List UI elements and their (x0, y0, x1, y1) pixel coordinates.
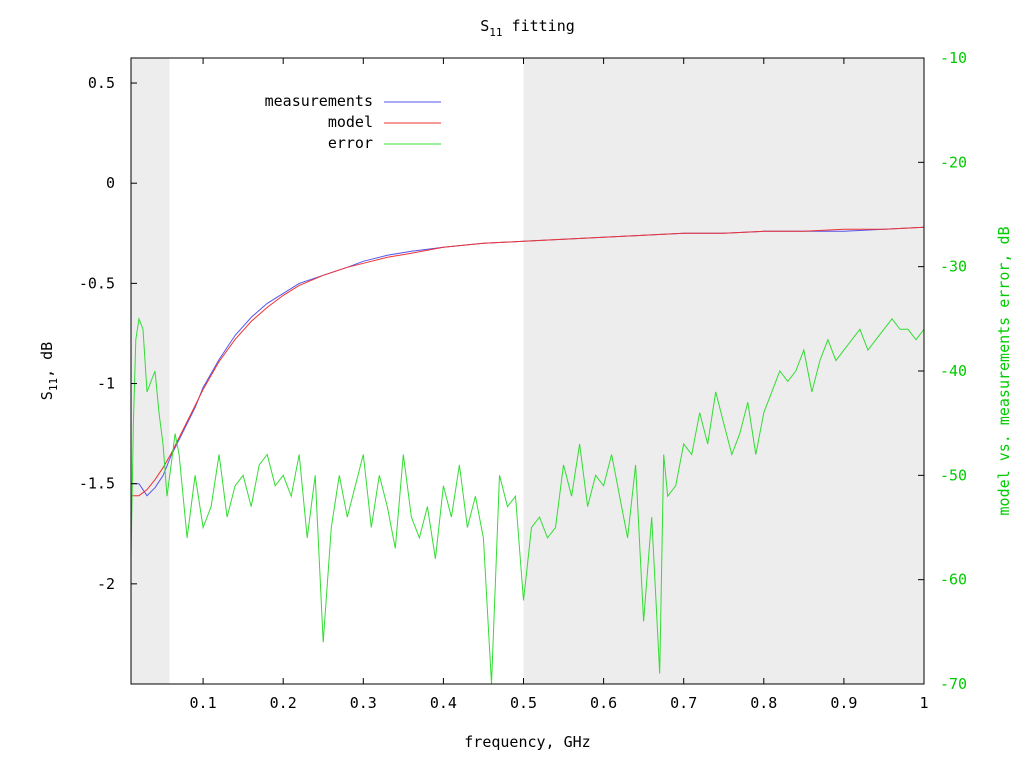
y2-tick-label: -40 (940, 362, 967, 380)
shaded-regions (131, 58, 924, 684)
legend-label-model: model (328, 113, 373, 131)
legend-label-measurements: measurements (265, 92, 373, 110)
y-tick-label: -1 (97, 375, 115, 393)
y-tick-label: -1.5 (79, 475, 115, 493)
y-tick-label: -2 (97, 575, 115, 593)
x-tick-label: 0.4 (430, 694, 457, 712)
y2-tick-label: -10 (940, 49, 967, 67)
x-tick-label: 0.8 (750, 694, 777, 712)
y2-axis-label: model vs. measurements error, dB (995, 227, 1013, 516)
x-tick-label: 0.6 (590, 694, 617, 712)
series-error-line (130, 316, 925, 685)
x-tick-label: 1 (919, 694, 928, 712)
x-tick-label: 0.7 (670, 694, 697, 712)
x-tick-label: 0.5 (510, 694, 537, 712)
y2-tick-label: -30 (940, 258, 967, 276)
y-tick-label: 0.5 (88, 74, 115, 92)
shaded-region-0 (131, 58, 170, 684)
x-axis-label: frequency, GHz (464, 733, 590, 751)
y2-tick-label: -70 (940, 675, 967, 693)
y-axis-label: S11, dB (38, 342, 60, 400)
shaded-region-1 (523, 58, 924, 684)
x-tick-label: 0.1 (190, 694, 217, 712)
series-model-line (131, 226, 925, 497)
x-tick-label: 0.2 (270, 694, 297, 712)
y-tick-label: 0 (106, 174, 115, 192)
ticks-layer: 0.1 0.2 0.3 0.4 0.5 0.6 0.7 0.8 0.9 1 0.5 0 -0.5 -1 -1… (79, 49, 967, 712)
x-tick-label: 0.3 (350, 694, 377, 712)
legend-label-error: error (328, 134, 373, 152)
x-tick-label: 0.9 (830, 694, 857, 712)
y2-tick-label: -50 (940, 466, 967, 484)
chart-title: S11 fitting (480, 17, 575, 39)
legend: measurements model error (265, 92, 441, 152)
y2-tick-label: -60 (940, 571, 967, 589)
y2-tick-label: -20 (940, 153, 967, 171)
y-tick-label: -0.5 (79, 274, 115, 292)
series-layer (130, 226, 925, 685)
